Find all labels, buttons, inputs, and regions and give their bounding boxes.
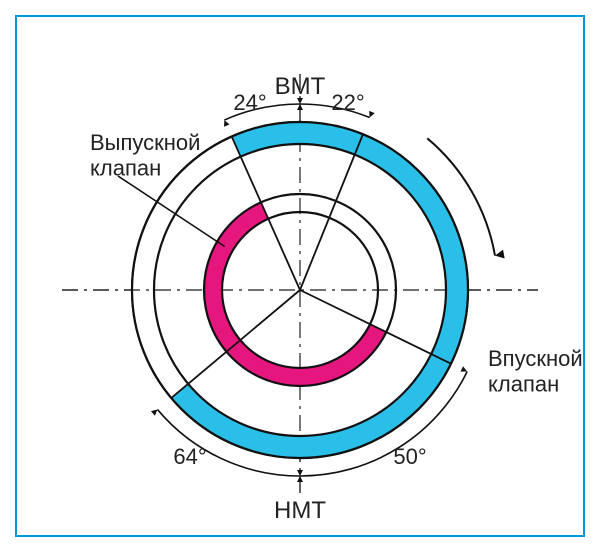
label-nmt: НМТ bbox=[274, 497, 326, 524]
label-24: 24° bbox=[233, 90, 266, 115]
diagram-frame: ВМТНМТ24°22°64°50°ВыпускнойклапанВпускно… bbox=[0, 0, 600, 554]
label-vmt: ВМТ bbox=[275, 73, 326, 100]
label-22: 22° bbox=[331, 90, 364, 115]
label-50: 50° bbox=[393, 444, 426, 469]
valve-timing-svg: ВМТНМТ24°22°64°50°ВыпускнойклапанВпускно… bbox=[0, 0, 600, 554]
label-64: 64° bbox=[173, 444, 206, 469]
